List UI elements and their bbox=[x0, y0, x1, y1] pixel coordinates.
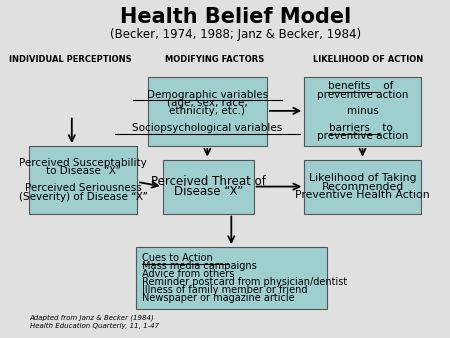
Text: Demographic variables: Demographic variables bbox=[147, 90, 268, 100]
Text: Sociopsychological variables: Sociopsychological variables bbox=[132, 123, 283, 133]
Text: Mass media campaigns: Mass media campaigns bbox=[142, 261, 257, 271]
Text: (Becker, 1974, 1988; Janz & Becker, 1984): (Becker, 1974, 1988; Janz & Becker, 1984… bbox=[110, 28, 361, 41]
FancyBboxPatch shape bbox=[163, 160, 254, 214]
FancyBboxPatch shape bbox=[304, 77, 421, 146]
Text: Perceived Susceptability: Perceived Susceptability bbox=[19, 158, 147, 168]
Text: Recommended: Recommended bbox=[321, 182, 404, 192]
Text: Newspaper or magazine article: Newspaper or magazine article bbox=[142, 292, 295, 303]
Text: (Severity) of Disease “X”: (Severity) of Disease “X” bbox=[18, 192, 148, 201]
FancyBboxPatch shape bbox=[304, 160, 421, 214]
Text: Disease “X”: Disease “X” bbox=[174, 185, 243, 198]
Text: Illness of family member or friend: Illness of family member or friend bbox=[142, 285, 308, 295]
Text: Cues to Action: Cues to Action bbox=[142, 254, 213, 264]
Text: INDIVIDUAL PERCEPTIONS: INDIVIDUAL PERCEPTIONS bbox=[9, 55, 132, 64]
Text: of: of bbox=[380, 81, 394, 91]
Text: to Disease “X”: to Disease “X” bbox=[45, 166, 121, 176]
Text: Likelihood of Taking: Likelihood of Taking bbox=[309, 173, 416, 183]
Text: Adapted from Janz & Becker (1984)
Health Education Quarterly, 11, 1-47: Adapted from Janz & Becker (1984) Health… bbox=[30, 315, 159, 329]
Text: preventive action: preventive action bbox=[317, 90, 408, 100]
Text: (age, sex, race,: (age, sex, race, bbox=[167, 98, 248, 108]
Text: LIKELIHOOD OF ACTION: LIKELIHOOD OF ACTION bbox=[313, 55, 423, 64]
Text: minus: minus bbox=[346, 106, 378, 116]
Text: benefits: benefits bbox=[328, 81, 371, 91]
Text: Preventive Health Action: Preventive Health Action bbox=[295, 190, 430, 200]
Text: Advice from others: Advice from others bbox=[142, 269, 234, 279]
Text: Reminder postcard from physician/dentist: Reminder postcard from physician/dentist bbox=[142, 277, 347, 287]
Text: preventive action: preventive action bbox=[317, 131, 408, 142]
Text: barriers: barriers bbox=[329, 123, 370, 133]
FancyBboxPatch shape bbox=[148, 77, 267, 146]
Text: to: to bbox=[379, 123, 393, 133]
Text: Perceived Threat of: Perceived Threat of bbox=[151, 175, 266, 188]
Text: Perceived Seriousness: Perceived Seriousness bbox=[25, 183, 141, 193]
FancyBboxPatch shape bbox=[29, 146, 137, 214]
Text: MODIFYING FACTORS: MODIFYING FACTORS bbox=[166, 55, 265, 64]
FancyBboxPatch shape bbox=[136, 247, 327, 309]
Text: Health Belief Model: Health Belief Model bbox=[120, 7, 351, 27]
Text: ethnicity, etc.): ethnicity, etc.) bbox=[169, 106, 245, 116]
